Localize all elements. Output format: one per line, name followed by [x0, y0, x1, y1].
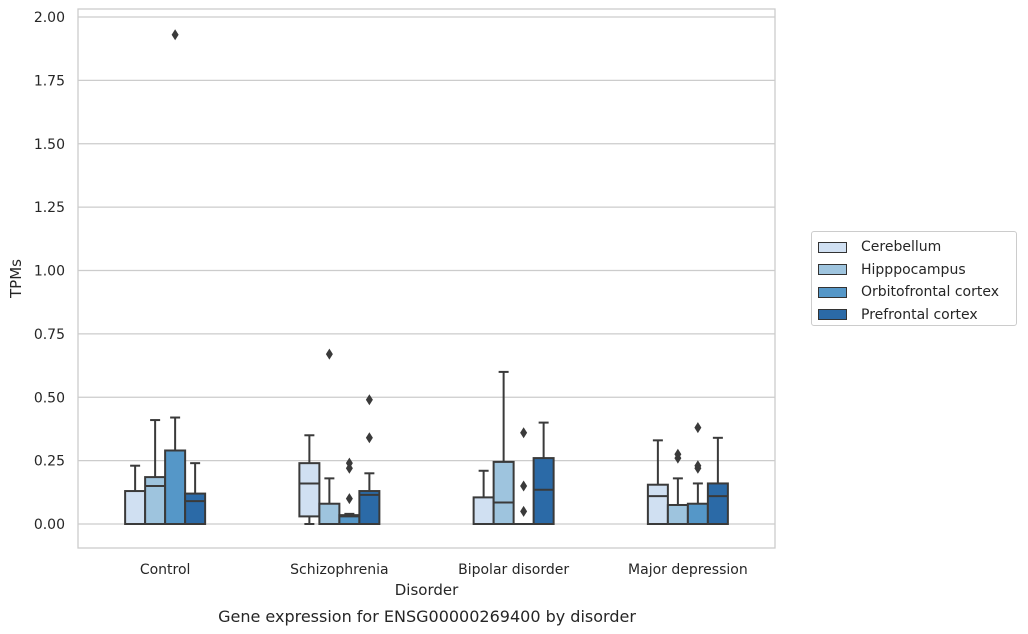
legend-item-orbitofrontal-cortex: Orbitofrontal cortex	[818, 281, 1016, 304]
x-tick-label-bipolar-disorder: Bipolar disorder	[458, 562, 569, 578]
box-body	[666, 503, 689, 525]
box-body	[318, 502, 341, 526]
box-cerebellum-schizophrenia	[298, 434, 321, 525]
outlier-point	[520, 505, 528, 517]
box-prefrontal-cortex-control	[184, 462, 207, 525]
x-axis-title: Disorder	[395, 581, 459, 599]
box-cerebellum-bipolar-disorder	[472, 469, 495, 526]
box-body	[472, 496, 495, 526]
box-hipppocampus-control	[144, 419, 167, 526]
legend-item-cerebellum: Cerebellum	[818, 236, 1016, 259]
outlier-point	[365, 432, 373, 444]
outlier-point	[171, 29, 179, 41]
legend-swatch-hippocampus	[818, 264, 847, 276]
outlier-point	[520, 427, 528, 439]
x-tick-label-major-depression: Major depression	[628, 562, 748, 578]
legend-item-prefrontal-cortex: Prefrontal cortex	[818, 304, 1016, 327]
box-body	[184, 492, 207, 525]
y-tick-label-2: 0.50	[34, 390, 65, 406]
box-hipppocampus-schizophrenia	[318, 348, 341, 526]
box-orbitofrontal-cortex-major-depression	[686, 422, 709, 526]
outlier-point	[345, 457, 353, 469]
box-orbitofrontal-cortex-control	[164, 29, 187, 525]
box-body	[358, 490, 381, 526]
legend-label-hippocampus: Hipppocampus	[861, 261, 966, 278]
y-tick-label-0: 0.00	[34, 517, 65, 533]
legend-swatch-cerebellum	[818, 241, 847, 253]
box-body	[686, 502, 709, 526]
y-axis-title: TPMs	[7, 259, 25, 299]
box-body	[144, 476, 167, 526]
box-prefrontal-cortex-major-depression	[706, 436, 729, 526]
box-prefrontal-cortex-bipolar-disorder	[532, 421, 555, 525]
box-body	[532, 457, 555, 525]
outlier-point	[694, 460, 702, 472]
legend-item-hippocampus: Hipppocampus	[818, 259, 1016, 282]
x-tick-labels: Control Schizophrenia Bipolar disorder Majo…	[140, 562, 748, 578]
legend: Cerebellum Hipppocampus Orbitofrontal co…	[811, 231, 1017, 326]
box-body	[164, 449, 187, 525]
y-tick-label-5: 1.25	[34, 200, 65, 216]
y-tick-label-4: 1.00	[34, 264, 65, 280]
legend-label-cerebellum: Cerebellum	[861, 239, 942, 256]
outlier-point	[365, 394, 373, 406]
chart-title: Gene expression for ENSG00000269400 by d…	[218, 607, 636, 626]
x-tick-label-control: Control	[140, 562, 191, 578]
box-body	[492, 460, 515, 525]
box-orbitofrontal-cortex-schizophrenia	[338, 457, 361, 526]
box-body	[646, 483, 669, 525]
legend-swatch-orbitofrontal-cortex	[818, 286, 847, 298]
legend-label-prefrontal-cortex: Prefrontal cortex	[861, 306, 978, 323]
y-tick-label-6: 1.50	[34, 137, 65, 153]
box-cerebellum-major-depression	[646, 439, 669, 525]
legend-label-orbitofrontal-cortex: Orbitofrontal cortex	[861, 284, 999, 301]
x-tick-label-schizophrenia: Schizophrenia	[290, 562, 388, 578]
y-tick-label-3: 0.75	[34, 327, 65, 343]
gridlines	[78, 16, 775, 525]
y-tick-labels: 0.00 0.25 0.50 0.75 1.00 1.25 1.50 1.75 2.00	[34, 10, 65, 533]
outlier-point	[345, 493, 353, 505]
box-body	[124, 490, 147, 526]
outlier-point	[694, 422, 702, 434]
y-tick-label-1: 0.25	[34, 454, 65, 470]
box-body	[706, 482, 729, 526]
box-hipppocampus-bipolar-disorder	[492, 370, 515, 525]
outlier-point	[520, 480, 528, 492]
box-cerebellum-control	[124, 464, 147, 526]
box-marks	[124, 29, 729, 526]
box-prefrontal-cortex-schizophrenia	[358, 394, 381, 526]
outlier-point	[325, 348, 333, 360]
box-orbitofrontal-cortex-bipolar-disorder	[512, 427, 535, 526]
outlier-point	[674, 448, 682, 460]
legend-swatch-prefrontal-cortex	[818, 309, 847, 321]
y-tick-label-7: 1.75	[34, 73, 65, 89]
y-tick-label-8: 2.00	[34, 10, 65, 26]
plot-frame	[77, 8, 776, 549]
box-body	[298, 462, 321, 518]
